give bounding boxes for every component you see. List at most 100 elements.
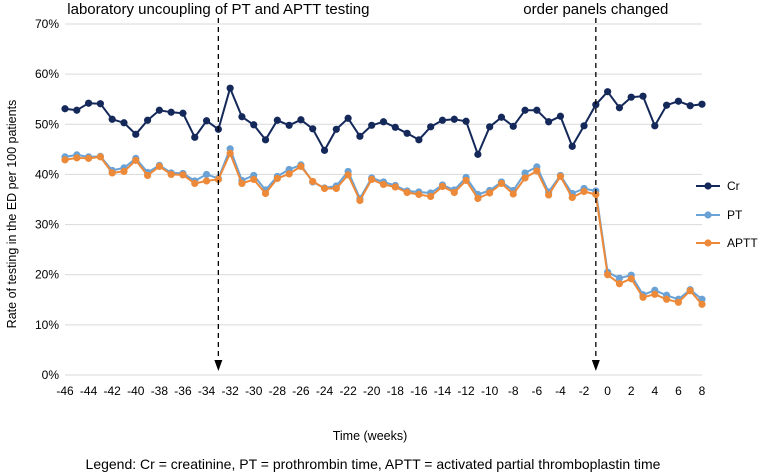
y-tick-label: 20% [35, 268, 59, 282]
data-point-aptt [285, 170, 293, 178]
data-point-aptt [132, 156, 140, 164]
data-point-aptt [238, 179, 246, 188]
data-point-cr [651, 122, 659, 130]
x-tick-label: -16 [410, 384, 428, 398]
data-point-cr [250, 121, 258, 129]
x-tick-label: 8 [699, 384, 706, 398]
data-point-aptt [592, 190, 600, 199]
data-point-cr [615, 104, 624, 112]
x-tick-label: -40 [127, 384, 145, 398]
data-point-cr [132, 130, 140, 138]
x-tick-label: -8 [508, 384, 519, 398]
data-point-aptt [379, 180, 388, 189]
data-point-aptt [73, 154, 81, 162]
y-tick-label: 70% [35, 17, 59, 31]
annotation-uncoupling-label: laboratory uncoupling of PT and APTT tes… [67, 1, 369, 18]
legend-item-pt: PT [696, 208, 743, 222]
y-tick-label: 50% [35, 117, 59, 131]
data-point-aptt [179, 171, 187, 179]
data-point-cr [486, 123, 494, 131]
data-point-aptt [273, 174, 281, 183]
data-point-cr [226, 84, 234, 92]
x-tick-labels: -46 -44 -42 -40 -38 -36 -34 -32 -30 -28 -26 -24 -22-… [56, 384, 705, 398]
legend-item-cr: Cr [696, 179, 740, 193]
data-point-aptt [391, 183, 399, 191]
data-point-aptt [509, 190, 517, 198]
data-point-aptt [344, 171, 352, 179]
data-point-cr [368, 121, 376, 129]
data-point-aptt [108, 169, 116, 177]
data-point-cr [155, 106, 163, 114]
x-tick-label: -30 [245, 384, 263, 398]
data-point-cr [545, 118, 553, 126]
data-point-cr [320, 146, 329, 154]
x-tick-label: -20 [363, 384, 381, 398]
data-point-cr [73, 106, 81, 114]
x-tick-label: -6 [532, 384, 543, 398]
data-point-aptt [61, 156, 69, 164]
data-point-cr [356, 132, 364, 140]
x-tick-label: -26 [292, 384, 310, 398]
data-point-aptt [332, 184, 340, 193]
x-tick-label: 2 [628, 384, 635, 398]
legend-item-aptt: APTT [696, 236, 758, 250]
x-tick-label: 0 [604, 384, 611, 398]
legend-label-pt: PT [727, 208, 743, 222]
data-point-cr [438, 116, 447, 124]
data-point-aptt [84, 154, 93, 162]
data-point-cr [273, 116, 281, 124]
data-point-pt [615, 274, 624, 282]
data-point-aptt [639, 293, 647, 301]
x-tick-label: -34 [198, 384, 216, 398]
x-axis-title: Time (weeks) [333, 429, 408, 443]
x-tick-label: -36 [174, 384, 192, 398]
data-point-aptt [674, 298, 683, 306]
data-point-cr [568, 142, 576, 150]
data-point-aptt [415, 190, 423, 199]
annotations: laboratory uncoupling of PT and APTT tes… [67, 1, 668, 371]
data-point-cr [415, 136, 423, 144]
data-point-cr [509, 122, 517, 130]
data-point-aptt [320, 184, 329, 193]
data-point-cr [120, 119, 128, 127]
data-point-aptt [191, 179, 199, 188]
x-tick-label: -22 [339, 384, 357, 398]
data-point-aptt [202, 177, 211, 185]
data-point-cr [61, 105, 69, 113]
x-tick-label: -28 [269, 384, 287, 398]
data-point-aptt [627, 275, 635, 283]
data-point-cr [627, 93, 635, 101]
x-tick-label: 6 [675, 384, 682, 398]
data-point-cr [96, 100, 104, 108]
data-point-cr [238, 113, 246, 121]
data-point-aptt [462, 176, 470, 185]
data-point-cr [202, 117, 211, 125]
data-point-cr [297, 116, 305, 124]
data-point-aptt [250, 175, 258, 184]
series-group [61, 84, 706, 308]
data-point-aptt [474, 194, 482, 203]
data-point-aptt [486, 189, 494, 197]
y-tick-label: 40% [35, 167, 59, 181]
data-point-cr [391, 123, 399, 131]
x-tick-label: 4 [651, 384, 658, 398]
x-tick-label: -42 [104, 384, 122, 398]
y-tick-label: 10% [35, 318, 59, 332]
x-tick-label: -14 [434, 384, 452, 398]
data-point-aptt [438, 182, 447, 191]
data-point-cr [285, 121, 293, 129]
data-point-cr [462, 117, 470, 125]
data-point-cr [179, 109, 187, 117]
data-point-aptt [604, 271, 612, 279]
data-point-cr [84, 99, 93, 107]
y-tick-labels: 0% 10% 20% 30% 40% 50% 60% 70% [35, 17, 59, 382]
data-point-aptt [167, 170, 175, 179]
gridlines [65, 23, 702, 376]
data-point-aptt [155, 162, 163, 171]
x-tick-label: -2 [579, 384, 590, 398]
data-point-cr [686, 102, 694, 110]
x-tick-label: -32 [221, 384, 239, 398]
y-tick-label: 60% [35, 67, 59, 81]
legend-label-aptt: APTT [727, 236, 758, 250]
